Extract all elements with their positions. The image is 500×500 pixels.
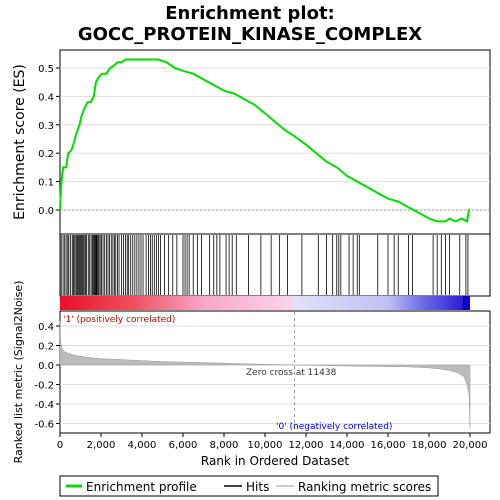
ranking-metric-area	[59, 321, 471, 429]
metric-tick-label: -0.4	[34, 400, 54, 411]
es-tick-label: 0.4	[38, 92, 54, 103]
zero-cross-label: Zero cross at 11438	[246, 368, 337, 378]
legend-hits-label: Hits	[246, 480, 269, 494]
metric-axis-ticks: 0.4 0.2 0.0 -0.2 -0.4 -0.6	[34, 322, 60, 431]
chart-title-line2: GOCC_PROTEIN_KINASE_COMPLEX	[78, 24, 422, 45]
rank-colorbar	[60, 296, 470, 310]
metric-axis-label: Ranked list metric (Signal2Noise)	[12, 281, 25, 464]
metric-panel	[59, 310, 491, 434]
es-tick-label: 0.0	[38, 206, 54, 217]
negative-label: '0' (negatively correlated)	[276, 422, 392, 432]
x-tick-label: 6,000	[169, 440, 198, 451]
x-tick-label: 14,000	[330, 440, 365, 451]
x-tick-label: 18,000	[412, 440, 447, 451]
positive-label: '1' (positively correlated)	[63, 315, 175, 325]
x-tick-label: 8,000	[210, 440, 239, 451]
legend-es-label: Enrichment profile	[86, 480, 197, 494]
es-panel	[59, 49, 491, 235]
es-tick-label: 0.3	[38, 121, 54, 132]
x-tick-label: 20,000	[453, 440, 488, 451]
hit-markers	[60, 235, 469, 295]
legend-metric-label: Ranking metric scores	[298, 480, 431, 494]
hits-panel	[59, 233, 491, 297]
x-tick-label: 2,000	[87, 440, 116, 451]
legend-box	[59, 475, 439, 497]
metric-tick-label: -0.6	[34, 420, 54, 431]
x-tick-label: 10,000	[248, 440, 283, 451]
x-axis-ticks: 0 2,000 4,000 6,000 8,000 10,000 12,000 14,000 1…	[57, 433, 488, 451]
es-axis-label: Enrichment score (ES)	[12, 64, 28, 220]
x-tick-label: 0	[57, 440, 63, 451]
x-tick-label: 12,000	[289, 440, 324, 451]
enrichment-profile-line	[59, 58, 470, 223]
x-tick-label: 16,000	[371, 440, 406, 451]
es-tick-label: 0.2	[38, 149, 54, 160]
colorbar-end	[462, 296, 470, 310]
es-gridlines	[60, 67, 490, 211]
metric-tick-label: -0.2	[34, 381, 54, 392]
x-tick-label: 4,000	[128, 440, 157, 451]
es-tick-label: 0.1	[38, 178, 54, 189]
chart-title-line1: Enrichment plot:	[165, 3, 335, 24]
metric-tick-label: 0.2	[38, 342, 54, 353]
es-axis-ticks: 0.0 0.1 0.2 0.3 0.4 0.5	[38, 64, 60, 217]
colorbar-fill	[60, 296, 470, 310]
x-axis-label: Rank in Ordered Dataset	[201, 454, 349, 468]
es-tick-label: 0.5	[38, 64, 54, 75]
metric-tick-label: 0.4	[38, 322, 54, 333]
metric-tick-label: 0.0	[38, 361, 54, 372]
